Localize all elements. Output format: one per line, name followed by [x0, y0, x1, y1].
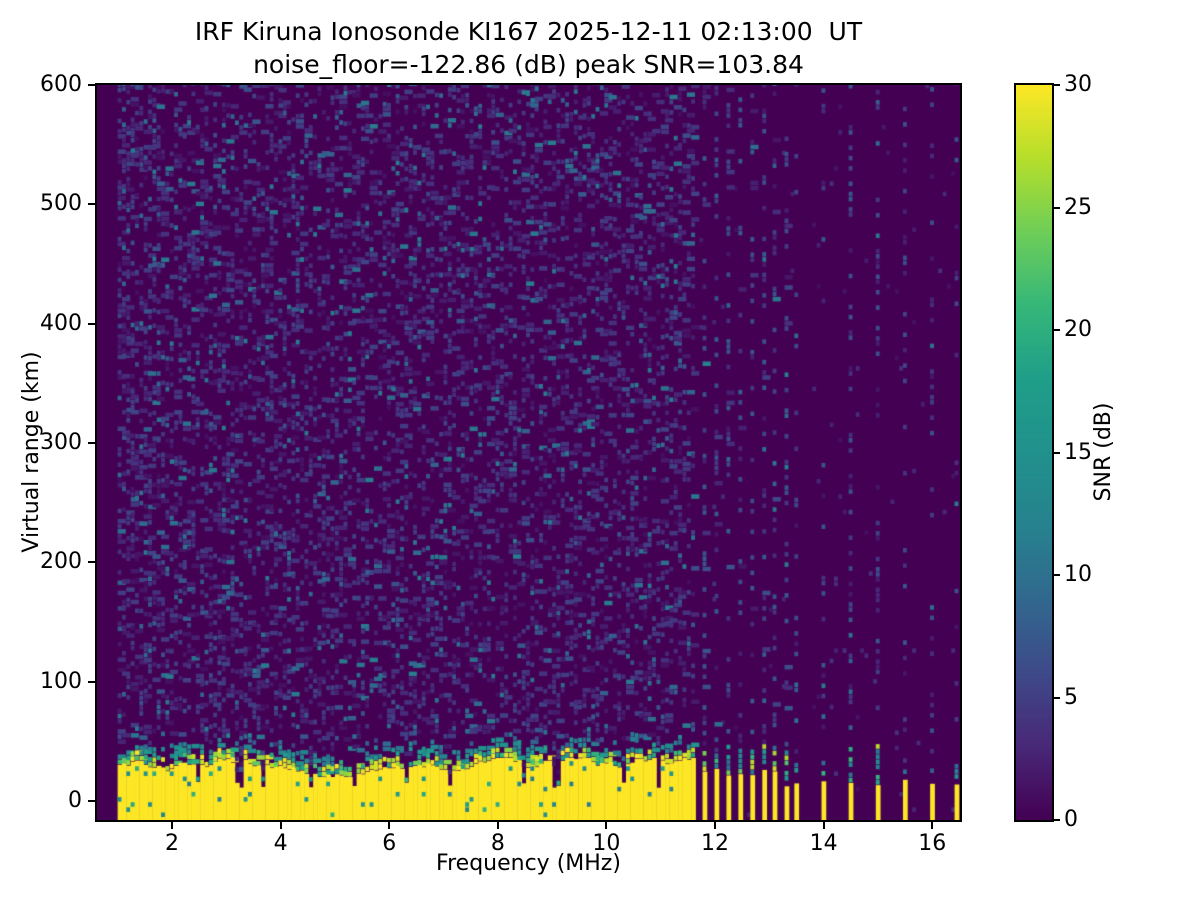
colorbar-tick-label: 20 [1064, 317, 1092, 342]
y-tick-label: 400 [40, 310, 82, 336]
y-tick-label: 200 [40, 549, 82, 575]
colorbar-tick-label: 25 [1064, 194, 1092, 220]
colorbar-tick-label: 10 [1064, 562, 1092, 587]
x-tick-label: 10 [592, 831, 621, 856]
colorbar-tick-mark [1054, 329, 1060, 331]
colorbar-tick-mark [1054, 84, 1060, 86]
y-tick-mark [88, 322, 95, 325]
y-tick-mark [88, 799, 95, 802]
ionogram-heatmap-canvas [97, 85, 960, 820]
y-tick-mark [88, 441, 95, 444]
x-tick-label: 14 [809, 831, 838, 856]
x-tick-mark [605, 822, 608, 829]
y-tick-label: 100 [40, 668, 82, 694]
colorbar-tick-label: 30 [1064, 72, 1092, 97]
y-tick-mark [88, 561, 95, 564]
colorbar-tick-mark [1054, 574, 1060, 576]
x-tick-mark [388, 822, 391, 829]
colorbar-tick-mark [1054, 206, 1060, 209]
y-tick-label: 0 [68, 787, 82, 813]
x-axis-label: Frequency (MHz) [436, 851, 621, 876]
colorbar-gradient-canvas [1016, 85, 1052, 820]
y-tick-label: 300 [40, 429, 82, 455]
y-tick-mark [88, 203, 95, 206]
x-tick-label: 16 [918, 831, 947, 856]
colorbar-tick-mark [1054, 451, 1060, 454]
plot-area [95, 83, 962, 822]
x-tick-label: 12 [701, 831, 730, 856]
x-tick-mark [170, 822, 173, 829]
x-tick-mark [931, 822, 934, 829]
x-tick-label: 8 [490, 831, 505, 856]
chart-subtitle: noise_floor=-122.86 (dB) peak SNR=103.84 [253, 50, 804, 79]
x-tick-label: 6 [382, 831, 397, 856]
colorbar-tick-mark [1054, 696, 1060, 699]
colorbar-tick-label: 5 [1064, 684, 1078, 710]
y-tick-label: 500 [40, 191, 82, 217]
x-tick-label: 4 [273, 831, 288, 856]
x-tick-label: 2 [164, 831, 179, 856]
chart-title: IRF Kiruna Ionosonde KI167 2025-12-11 02… [194, 17, 863, 46]
x-tick-mark [822, 822, 825, 829]
colorbar-tick-label: 0 [1064, 807, 1078, 832]
y-tick-mark [88, 680, 95, 683]
y-tick-mark [88, 84, 95, 86]
colorbar-tick-mark [1054, 819, 1060, 821]
y-tick-label: 600 [40, 72, 82, 97]
colorbar-tick-label: 15 [1064, 439, 1092, 465]
colorbar [1014, 83, 1054, 822]
x-tick-mark [714, 822, 717, 829]
x-tick-mark [496, 822, 499, 829]
x-tick-mark [279, 822, 282, 829]
